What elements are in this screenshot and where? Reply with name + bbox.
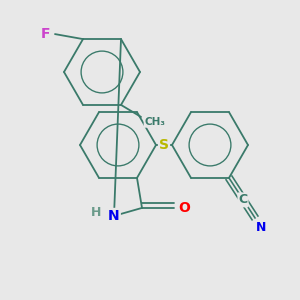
Text: C: C (238, 194, 247, 206)
Text: O: O (178, 201, 190, 215)
Text: H: H (91, 206, 101, 219)
Text: CH₃: CH₃ (145, 117, 166, 127)
Text: S: S (159, 138, 169, 152)
Text: N: N (108, 209, 120, 223)
Text: N: N (256, 221, 266, 234)
Text: F: F (40, 27, 50, 41)
